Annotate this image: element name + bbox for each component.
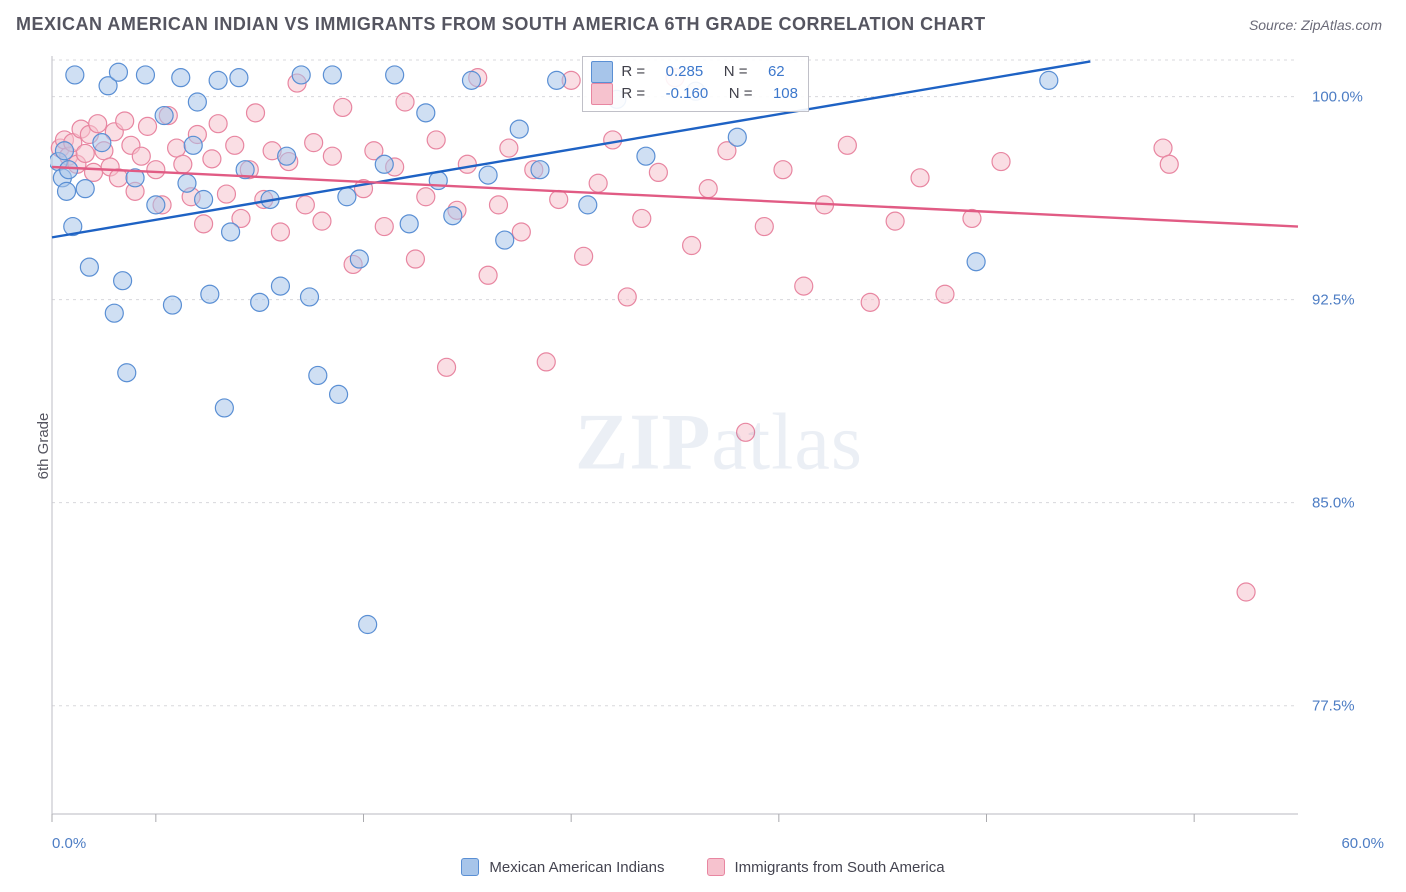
legend-item: Immigrants from South America [707,858,945,876]
x-axis-min-label: 0.0% [52,835,86,852]
watermark: ZIPatlas [575,398,863,489]
svg-text:100.0%: 100.0% [1312,89,1363,106]
chart-title: MEXICAN AMERICAN INDIAN VS IMMIGRANTS FR… [16,14,986,35]
svg-text:92.5%: 92.5% [1312,292,1355,309]
correlation-statbox: R = 0.285 N = 62R = -0.160 N = 108 [582,56,809,112]
svg-text:85.0%: 85.0% [1312,495,1355,512]
legend: Mexican American Indians Immigrants from … [0,858,1406,876]
source-label: Source: ZipAtlas.com [1249,17,1382,33]
svg-text:77.5%: 77.5% [1312,698,1355,715]
x-axis-max-label: 60.0% [1341,835,1384,852]
legend-item: Mexican American Indians [461,858,664,876]
chart-area: 100.0% 92.5% 85.0% 77.5% ZIPatlas R = 0.285… [50,54,1388,832]
